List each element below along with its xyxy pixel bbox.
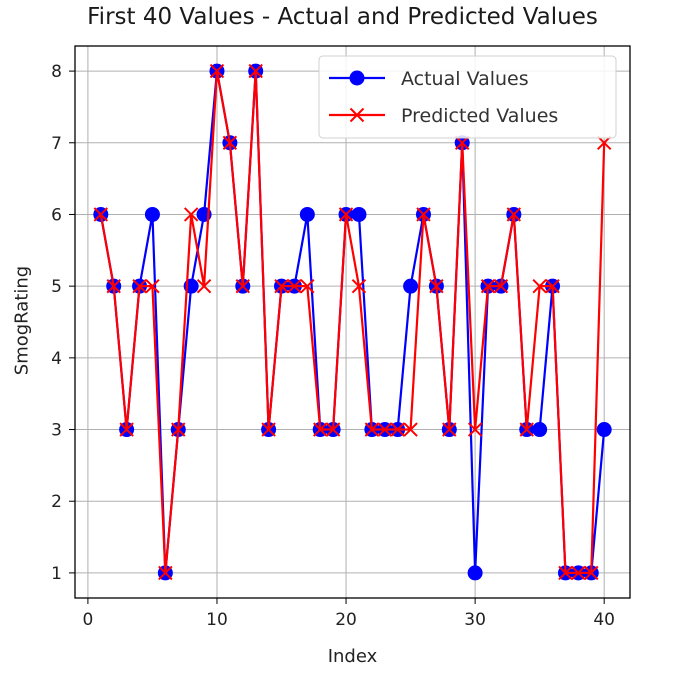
legend-item-actual: Actual Values <box>329 68 529 90</box>
series-line <box>99 69 606 575</box>
data-point-marker <box>209 63 225 79</box>
axis-ticks: 0 10 20 30 40 1 2 3 4 5 6 7 8 <box>51 62 615 630</box>
data-point-marker <box>584 565 599 581</box>
legend-label: Predicted Values <box>401 105 558 127</box>
data-point-marker <box>571 565 586 581</box>
legend-box <box>318 55 617 139</box>
data-point-marker <box>506 207 522 222</box>
data-point-marker <box>261 422 276 437</box>
data-point-marker <box>248 63 263 79</box>
data-point-marker <box>390 422 405 437</box>
legend: Actual Values Predicted Values <box>318 55 617 139</box>
data-point-marker <box>144 206 160 222</box>
data-point-marker <box>287 278 302 294</box>
legend-circle-icon <box>349 70 365 86</box>
x-tick-label: 0 <box>82 610 93 630</box>
series-predicted <box>93 63 612 581</box>
data-point-marker <box>338 207 354 222</box>
legend-x-icon <box>349 107 365 123</box>
data-point-marker <box>351 206 367 222</box>
series-line <box>99 69 606 575</box>
data-point-marker <box>467 422 483 437</box>
data-point-marker <box>196 278 212 294</box>
y-tick-label: 4 <box>51 349 62 369</box>
y-tick-label: 2 <box>51 492 62 512</box>
y-tick-label: 6 <box>51 205 62 225</box>
plot-frame <box>74 45 631 599</box>
y-tick-label: 7 <box>51 134 62 154</box>
legend-label: Actual Values <box>401 68 529 90</box>
y-tick-label: 3 <box>51 421 62 441</box>
chart-title: First 40 Values - Actual and Predicted V… <box>87 4 598 30</box>
data-point-marker <box>274 278 289 294</box>
x-tick-label: 20 <box>335 610 357 630</box>
data-point-marker <box>171 422 186 437</box>
data-point-marker <box>532 278 547 294</box>
y-tick-label: 5 <box>51 277 62 297</box>
data-point-marker <box>532 422 548 438</box>
data-point-marker <box>519 422 534 437</box>
x-tick-label: 30 <box>464 610 486 630</box>
data-point-marker <box>493 278 509 294</box>
data-point-marker <box>119 422 134 437</box>
x-tick-label: 10 <box>206 610 228 630</box>
data-point-marker <box>313 422 328 437</box>
x-axis-label: Index <box>327 646 378 667</box>
data-point-marker <box>106 278 121 294</box>
x-tick-label: 40 <box>593 610 615 630</box>
data-point-marker <box>145 278 160 294</box>
data-point-marker <box>416 207 431 222</box>
data-point-marker <box>93 207 109 222</box>
data-point-marker <box>377 422 392 437</box>
data-point-marker <box>132 278 147 294</box>
data-point-marker <box>596 422 612 438</box>
data-point-marker <box>235 278 250 294</box>
data-point-marker <box>222 135 238 150</box>
data-point-marker <box>403 278 419 294</box>
data-series <box>93 63 612 581</box>
data-point-marker <box>558 565 573 581</box>
data-point-marker <box>158 565 173 581</box>
data-point-marker <box>351 278 367 294</box>
data-point-marker <box>442 422 457 437</box>
data-point-marker <box>403 422 418 437</box>
data-point-marker <box>300 278 315 294</box>
data-point-marker <box>364 422 380 437</box>
legend-item-predicted: Predicted Values <box>329 105 558 127</box>
data-point-marker <box>429 278 444 294</box>
data-point-marker <box>299 206 315 222</box>
y-tick-label: 8 <box>51 62 62 82</box>
data-point-marker <box>183 207 199 222</box>
data-point-marker <box>545 278 560 294</box>
y-tick-label: 1 <box>51 564 62 584</box>
data-point-marker <box>480 278 496 294</box>
data-point-marker <box>325 422 341 437</box>
data-point-marker <box>467 565 483 581</box>
